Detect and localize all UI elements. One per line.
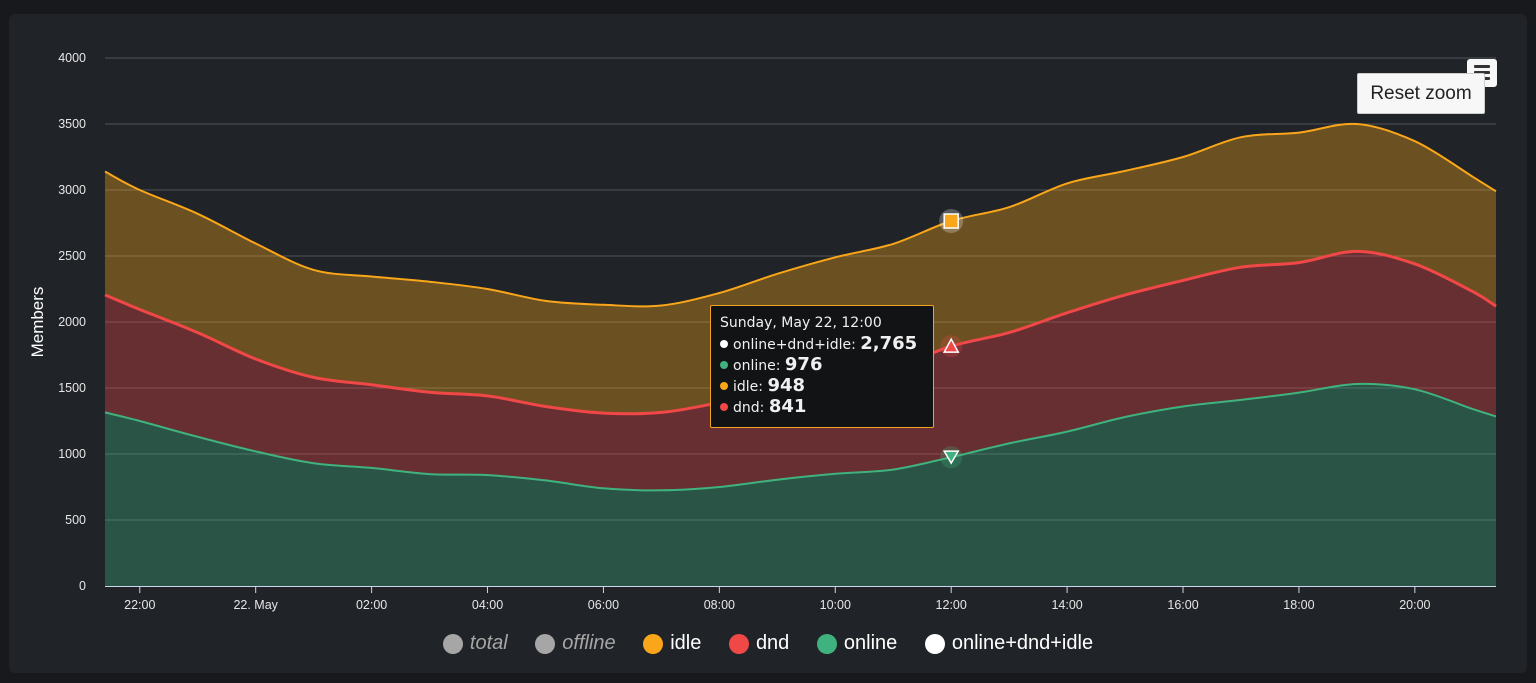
tooltip-series-value: 2,765 [860, 333, 918, 354]
x-tick-label: 14:00 [1051, 598, 1082, 612]
tooltip-row: online: 976 [720, 354, 933, 375]
line-online [104, 382, 1497, 492]
tooltip-series-name: idle [733, 379, 759, 395]
y-tick-label: 0 [79, 579, 86, 593]
series-dot-icon [720, 340, 728, 348]
line-idle [104, 122, 1497, 308]
legend-symbol-icon [643, 633, 664, 654]
series-dot-icon [720, 361, 728, 369]
y-tick-label: 3500 [58, 117, 86, 131]
x-tick-label: 22:00 [124, 598, 155, 612]
area-idle [105, 123, 1496, 414]
x-tick-label: 18:00 [1283, 598, 1314, 612]
legend-symbol-icon [924, 633, 945, 654]
chart-tooltip: Sunday, May 22, 12:00 online+dnd+idle: 2… [710, 305, 934, 428]
y-axis-title: Members [28, 287, 47, 358]
legend-symbol-icon [816, 633, 837, 654]
legend-label: total [469, 632, 508, 654]
x-tick-label: 20:00 [1399, 598, 1430, 612]
legend-item-total[interactable]: total [442, 632, 508, 655]
tooltip-row: idle: 948 [720, 375, 933, 396]
y-tick-label: 500 [65, 513, 86, 527]
y-tick-label: 1000 [58, 447, 86, 461]
area-dnd [105, 251, 1496, 491]
online-marker-icon [942, 450, 960, 465]
tooltip-row: dnd: 841 [720, 396, 933, 417]
tooltip-series-name: online [733, 358, 776, 374]
x-tick-label: 10:00 [820, 598, 851, 612]
reset-zoom-button[interactable]: Reset zoom [1357, 73, 1485, 114]
tooltip-series-name: online+dnd+idle [733, 337, 852, 353]
area-online [105, 383, 1496, 586]
legend-label: online+dnd+idle [951, 632, 1094, 654]
legend-item-dnd[interactable]: dnd [728, 632, 790, 655]
x-tick-label: 06:00 [588, 598, 619, 612]
x-tick-label: 12:00 [936, 598, 967, 612]
tooltip-series-value: 841 [768, 396, 807, 417]
legend-label: idle [670, 632, 702, 654]
menu-icon [1474, 65, 1490, 68]
x-tick-label: 04:00 [472, 598, 503, 612]
y-tick-label: 2000 [58, 315, 86, 329]
legend-item-online-dnd-idle[interactable]: online+dnd+idle [924, 632, 1094, 655]
x-tick-label: 22. May [233, 598, 278, 612]
legend-label: offline [562, 632, 616, 654]
legend-label: dnd [755, 632, 790, 654]
legend-symbol-icon [535, 633, 556, 654]
idle-marker-icon [943, 213, 959, 229]
y-tick-label: 4000 [58, 51, 86, 65]
tooltip-series-value: 976 [784, 354, 823, 375]
legend-item-offline[interactable]: offline [535, 632, 616, 655]
legend-label: online [843, 632, 898, 654]
legend-symbol-icon [728, 633, 749, 654]
legend-item-online[interactable]: online [816, 632, 898, 655]
y-tick-label: 2500 [58, 249, 86, 263]
tooltip-series-value: 948 [767, 375, 806, 396]
menu-icon-line [1474, 71, 1490, 74]
legend-item-idle[interactable]: idle [643, 632, 701, 655]
x-tick-label: 02:00 [356, 598, 387, 612]
x-tick-label: 08:00 [704, 598, 735, 612]
legend-symbol-icon [442, 633, 463, 654]
y-tick-label: 3000 [58, 183, 86, 197]
y-tick-label: 1500 [58, 381, 86, 395]
tooltip-series-name: dnd [733, 400, 760, 416]
dnd-marker-icon [942, 337, 960, 353]
chart-legend: total offline idle dnd online online+dnd… [0, 632, 1536, 660]
x-tick-label: 16:00 [1167, 598, 1198, 612]
tooltip-row: online+dnd+idle: 2,765 [720, 333, 933, 354]
series-dot-icon [720, 403, 728, 411]
series-dot-icon [720, 382, 728, 390]
tooltip-header: Sunday, May 22, 12:00 [720, 315, 882, 331]
